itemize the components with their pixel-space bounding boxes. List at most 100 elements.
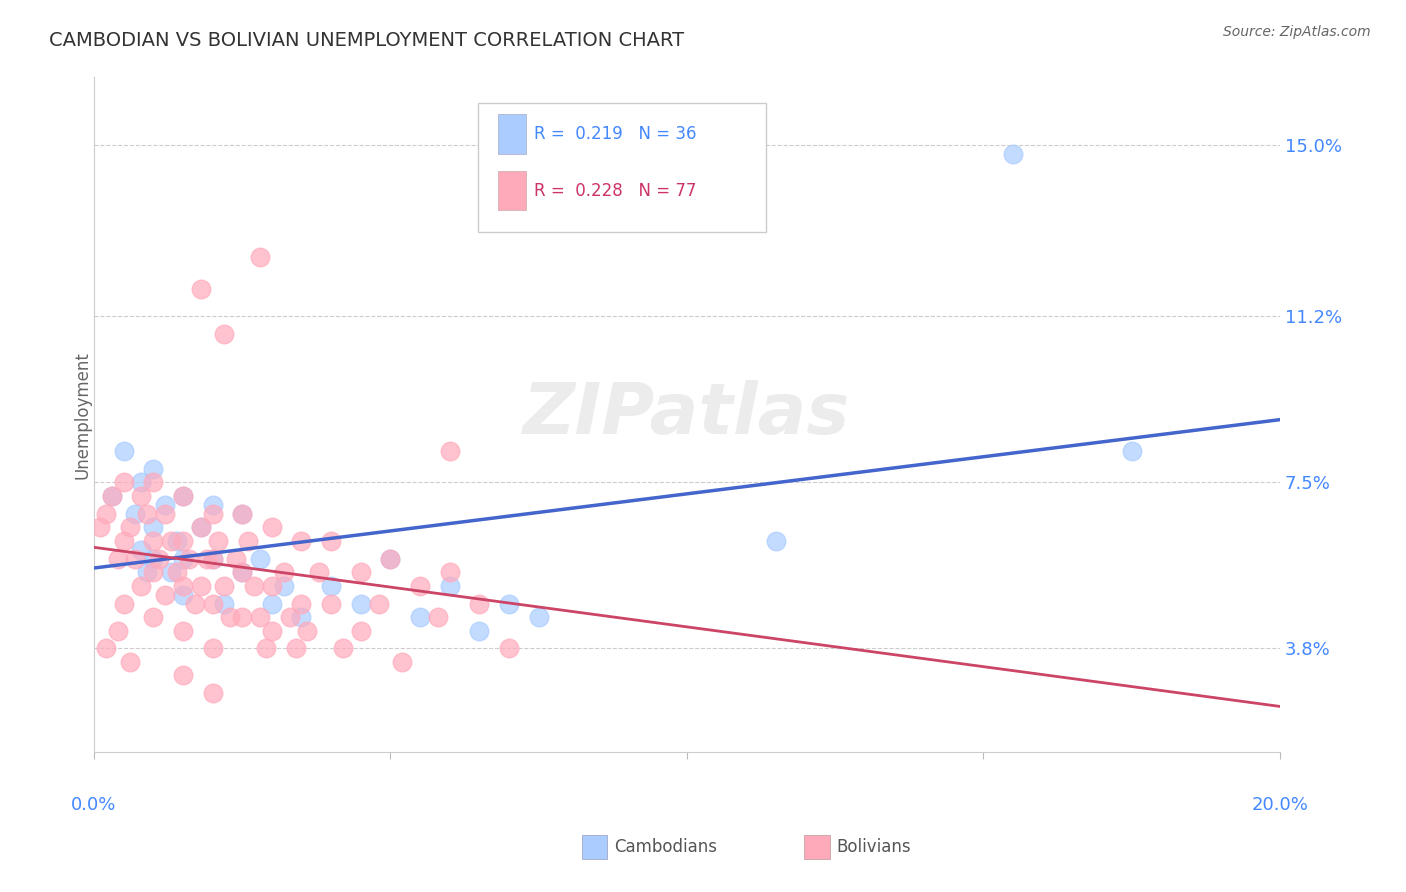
Point: [468, 597, 491, 611]
Point: [160, 565, 183, 579]
Point: [278, 610, 301, 624]
Point: [201, 597, 224, 611]
Point: [214, 326, 236, 341]
Point: [260, 520, 283, 534]
Point: [308, 565, 330, 579]
Point: [350, 565, 373, 579]
Point: [231, 507, 253, 521]
Point: [136, 565, 159, 579]
Point: [219, 610, 242, 624]
Point: [107, 624, 129, 638]
Point: [1001, 147, 1024, 161]
Point: [172, 489, 194, 503]
Point: [124, 507, 146, 521]
Point: [380, 551, 402, 566]
Point: [207, 533, 229, 548]
Point: [409, 610, 432, 624]
Point: [236, 533, 259, 548]
Point: [201, 507, 224, 521]
Point: [468, 624, 491, 638]
Text: R =  0.219   N = 36: R = 0.219 N = 36: [534, 125, 697, 143]
Point: [136, 507, 159, 521]
Point: [100, 489, 122, 503]
Point: [153, 588, 176, 602]
Point: [177, 551, 200, 566]
Point: [498, 597, 520, 611]
Point: [319, 578, 342, 592]
Point: [148, 551, 170, 566]
Point: [201, 686, 224, 700]
Point: [201, 641, 224, 656]
Point: [225, 551, 247, 566]
Point: [290, 533, 312, 548]
Point: [498, 641, 520, 656]
Point: [249, 551, 271, 566]
Point: [190, 520, 212, 534]
Point: [367, 597, 389, 611]
Point: [172, 588, 194, 602]
Point: [284, 641, 307, 656]
Point: [112, 533, 135, 548]
Point: [319, 533, 342, 548]
Point: [214, 578, 236, 592]
Point: [201, 551, 224, 566]
Point: [142, 475, 165, 489]
Point: [94, 507, 117, 521]
Point: [183, 597, 205, 611]
Text: ZIPatlas: ZIPatlas: [523, 380, 851, 450]
Text: Cambodians: Cambodians: [614, 838, 717, 856]
Point: [166, 533, 188, 548]
Point: [112, 475, 135, 489]
Point: [172, 624, 194, 638]
Point: [190, 520, 212, 534]
Y-axis label: Unemployment: Unemployment: [75, 351, 91, 479]
Text: 20.0%: 20.0%: [1251, 796, 1308, 814]
Point: [231, 507, 253, 521]
Point: [172, 578, 194, 592]
Point: [439, 578, 461, 592]
Point: [765, 533, 787, 548]
Point: [380, 551, 402, 566]
Point: [201, 551, 224, 566]
Point: [1121, 443, 1143, 458]
Point: [260, 624, 283, 638]
Text: 0.0%: 0.0%: [72, 796, 117, 814]
Point: [89, 520, 111, 534]
Point: [190, 578, 212, 592]
Point: [273, 565, 295, 579]
Point: [112, 443, 135, 458]
Point: [107, 551, 129, 566]
Point: [214, 597, 236, 611]
Text: Bolivians: Bolivians: [837, 838, 911, 856]
Point: [142, 610, 165, 624]
Point: [409, 578, 432, 592]
Point: [391, 655, 413, 669]
Point: [142, 565, 165, 579]
Point: [297, 624, 319, 638]
Point: [142, 461, 165, 475]
Point: [439, 565, 461, 579]
Point: [201, 498, 224, 512]
Point: [260, 597, 283, 611]
Point: [231, 565, 253, 579]
Point: [260, 578, 283, 592]
Point: [118, 520, 141, 534]
Point: [142, 520, 165, 534]
Point: [131, 578, 153, 592]
Point: [94, 641, 117, 656]
Point: [142, 533, 165, 548]
Point: [249, 610, 271, 624]
Point: [332, 641, 354, 656]
Point: [131, 475, 153, 489]
Point: [172, 668, 194, 682]
Point: [131, 542, 153, 557]
Point: [290, 597, 312, 611]
Text: Source: ZipAtlas.com: Source: ZipAtlas.com: [1223, 25, 1371, 39]
Text: R =  0.228   N = 77: R = 0.228 N = 77: [534, 182, 696, 200]
Point: [527, 610, 550, 624]
Point: [231, 610, 253, 624]
Point: [100, 489, 122, 503]
Point: [195, 551, 218, 566]
Point: [166, 565, 188, 579]
Point: [118, 655, 141, 669]
